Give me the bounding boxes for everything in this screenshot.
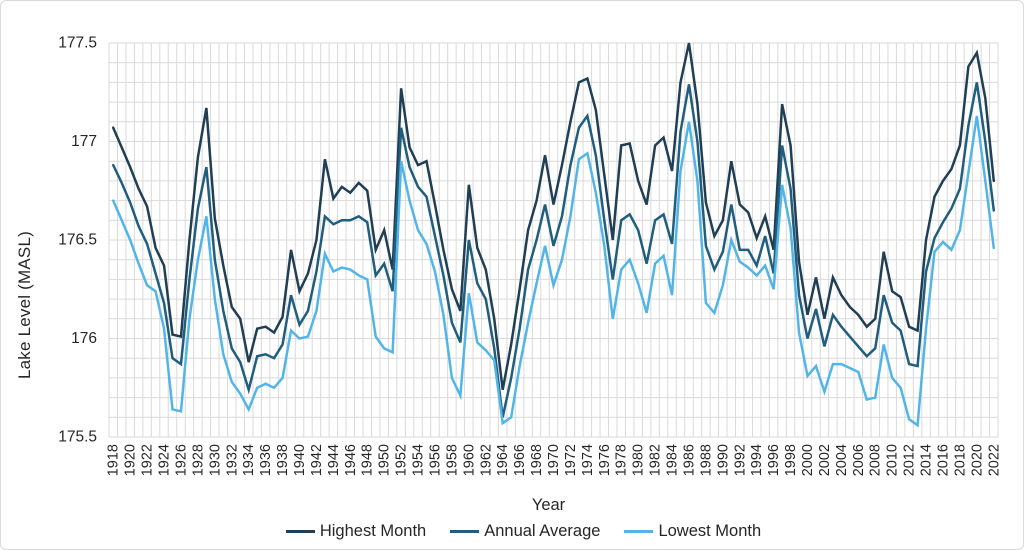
- x-tick-label: 2016: [935, 444, 951, 476]
- legend-item-highest-month: Highest Month: [285, 521, 427, 541]
- x-tick-label: 1950: [377, 444, 393, 476]
- x-tick-label: 1984: [665, 444, 681, 476]
- x-tick-label: 2002: [817, 444, 833, 476]
- y-tick-label: 177: [71, 133, 97, 150]
- x-tick-label: 1940: [292, 444, 308, 476]
- x-tick-label: 1968: [529, 444, 545, 476]
- legend-label: Lowest Month: [658, 521, 762, 540]
- x-tick-label: 1946: [343, 444, 359, 476]
- x-tick-label: 1970: [546, 444, 562, 476]
- x-tick-label: 1994: [749, 444, 765, 476]
- x-tick-label: 1990: [715, 444, 731, 476]
- x-tick-label: 2000: [800, 444, 816, 476]
- legend: Highest Month Annual Average Lowest Month: [1, 519, 1023, 543]
- legend-label: Annual Average: [484, 521, 601, 540]
- legend-line-swatch: [285, 529, 315, 533]
- x-tick-label: 1930: [207, 444, 223, 476]
- x-tick-label: 1938: [275, 444, 291, 476]
- x-tick-label: 1976: [597, 444, 613, 476]
- x-tick-label: 2006: [851, 444, 867, 476]
- x-tick-label: 1928: [190, 444, 206, 476]
- y-tick-label: 176: [71, 330, 97, 347]
- x-tick-label: 1956: [427, 444, 443, 476]
- legend-line-swatch: [450, 529, 480, 533]
- x-tick-label: 2012: [902, 444, 918, 476]
- x-tick-label: 1996: [766, 444, 782, 476]
- x-tick-label: 2004: [834, 444, 850, 476]
- x-tick-label: 1962: [478, 444, 494, 476]
- series-line-annual-average: [111, 82, 996, 418]
- x-tick-label: 2008: [868, 444, 884, 476]
- x-tick-label: 1972: [563, 444, 579, 476]
- x-tick-label: 1980: [631, 444, 647, 476]
- x-tick-label: 1952: [394, 444, 410, 476]
- y-tick-label: 175.5: [58, 429, 97, 446]
- x-tick-label: 1942: [309, 444, 325, 476]
- x-tick-label: 1982: [648, 444, 664, 476]
- series-line-lowest-month: [111, 115, 996, 428]
- y-axis-title: Lake Level (MASL): [15, 231, 34, 379]
- x-tick-label: 1944: [326, 444, 342, 476]
- x-tick-label: 1922: [140, 444, 156, 476]
- x-tick-label: 2014: [919, 444, 935, 476]
- x-tick-label: 1954: [411, 444, 427, 476]
- legend-line-swatch: [624, 529, 654, 533]
- x-tick-label: 1934: [241, 444, 257, 476]
- x-tick-label: 1920: [123, 444, 139, 476]
- legend-item-lowest-month: Lowest Month: [624, 522, 761, 541]
- x-tick-label: 1918: [106, 444, 122, 476]
- x-tick-label: 1932: [224, 444, 240, 476]
- x-tick-label: 1960: [461, 444, 477, 476]
- y-tick-label: 177.5: [58, 35, 97, 52]
- x-tick-label: 1974: [580, 444, 596, 476]
- x-tick-label: 1964: [495, 444, 511, 476]
- x-tick-label: 2010: [885, 444, 901, 476]
- x-tick-label: 1992: [732, 444, 748, 476]
- x-tick-label: 1926: [173, 444, 189, 476]
- x-axis-title: Year: [531, 496, 566, 514]
- x-tick-label: 2022: [986, 444, 1002, 476]
- x-tick-label: 1936: [258, 444, 274, 476]
- x-tick-label: 2018: [952, 444, 968, 476]
- x-tick-label: 1998: [783, 444, 799, 476]
- x-tick-label: 2020: [969, 444, 985, 476]
- x-tick-label: 1958: [444, 444, 460, 476]
- x-tick-label: 1966: [512, 444, 528, 476]
- x-tick-label: 1924: [157, 444, 173, 476]
- legend-item-annual-average: Annual Average: [450, 522, 600, 541]
- y-tick-label: 176.5: [58, 232, 97, 249]
- x-tick-label: 1978: [614, 444, 630, 476]
- series-line-highest-month: [111, 42, 996, 390]
- x-tick-label: 1986: [681, 444, 697, 476]
- x-tick-label: 1948: [360, 444, 376, 476]
- x-tick-label: 1988: [698, 444, 714, 476]
- legend-label: Highest Month: [319, 521, 427, 540]
